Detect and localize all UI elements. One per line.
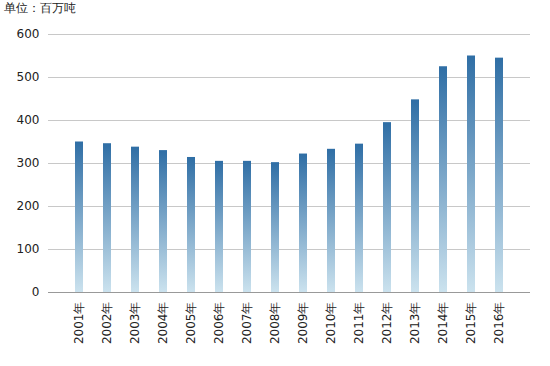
svg-text:2003年: 2003年 xyxy=(128,302,142,345)
svg-text:2012年: 2012年 xyxy=(380,302,394,345)
svg-text:2011年: 2011年 xyxy=(352,302,366,345)
svg-text:2004年: 2004年 xyxy=(156,302,170,345)
svg-text:0: 0 xyxy=(32,285,40,299)
svg-text:2006年: 2006年 xyxy=(212,302,226,345)
svg-text:2013年: 2013年 xyxy=(408,302,422,345)
svg-text:2016年: 2016年 xyxy=(492,302,506,345)
svg-text:200: 200 xyxy=(17,199,40,213)
svg-text:600: 600 xyxy=(17,27,40,41)
svg-text:2009年: 2009年 xyxy=(296,302,310,345)
svg-text:2002年: 2002年 xyxy=(100,302,114,345)
svg-text:400: 400 xyxy=(17,113,40,127)
svg-text:2015年: 2015年 xyxy=(464,302,478,345)
svg-text:2008年: 2008年 xyxy=(268,302,282,345)
svg-text:2014年: 2014年 xyxy=(436,302,450,345)
svg-text:2001年: 2001年 xyxy=(72,302,86,345)
svg-text:单位：百万吨: 单位：百万吨 xyxy=(4,1,76,15)
svg-text:2005年: 2005年 xyxy=(184,302,198,345)
svg-text:2010年: 2010年 xyxy=(324,302,338,345)
svg-text:100: 100 xyxy=(17,242,40,256)
svg-text:300: 300 xyxy=(17,156,40,170)
svg-text:500: 500 xyxy=(17,70,40,84)
svg-text:2007年: 2007年 xyxy=(240,302,254,345)
